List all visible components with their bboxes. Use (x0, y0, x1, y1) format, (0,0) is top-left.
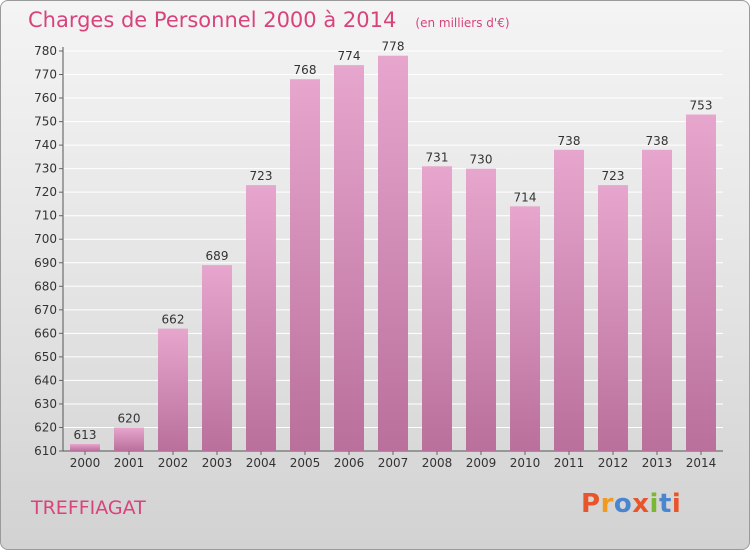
y-tick-label: 690 (34, 256, 57, 270)
x-tick-label: 2003 (202, 456, 233, 470)
x-tick-label: 2008 (422, 456, 453, 470)
y-tick-label: 610 (34, 444, 57, 458)
x-tick-label: 2009 (466, 456, 497, 470)
y-tick-label: 750 (34, 115, 57, 129)
y-tick-label: 780 (34, 44, 57, 58)
bar-2001 (114, 427, 144, 451)
bar-2004 (246, 185, 276, 451)
bar-2006 (334, 65, 364, 451)
y-tick-label: 650 (34, 350, 57, 364)
x-tick-label: 2002 (158, 456, 189, 470)
bar-2008 (422, 166, 452, 451)
value-label-2002: 662 (162, 313, 185, 327)
y-tick-label: 740 (34, 138, 57, 152)
bar-2009 (466, 168, 496, 451)
x-tick-label: 2010 (510, 456, 541, 470)
place-name: TREFFIAGAT (31, 497, 146, 519)
x-tick-label: 2007 (378, 456, 409, 470)
y-tick-label: 680 (34, 279, 57, 293)
x-tick-label: 2005 (290, 456, 321, 470)
value-label-2001: 620 (118, 411, 141, 425)
x-tick-label: 2006 (334, 456, 365, 470)
bar-2013 (642, 149, 672, 451)
value-label-2014: 753 (690, 99, 713, 113)
bar-2011 (554, 149, 584, 451)
x-tick-label: 2013 (642, 456, 673, 470)
value-label-2003: 689 (206, 249, 229, 263)
proxiti-logo: Proxiti (581, 489, 681, 519)
y-tick-label: 710 (34, 209, 57, 223)
chart-subtitle: (en milliers d'€) (415, 16, 510, 30)
y-tick-label: 730 (34, 162, 57, 176)
value-label-2012: 723 (602, 169, 625, 183)
logo-letter: o (613, 489, 633, 519)
bar-2003 (202, 265, 232, 451)
x-tick-label: 2000 (70, 456, 101, 470)
value-label-2004: 723 (250, 169, 273, 183)
bar-2014 (686, 114, 716, 451)
bar-layer (70, 55, 716, 452)
value-label-2011: 738 (558, 134, 581, 148)
value-label-2008: 731 (426, 150, 449, 164)
y-tick-label: 760 (34, 91, 57, 105)
x-tick-label: 2014 (686, 456, 717, 470)
value-label-2007: 778 (382, 40, 405, 54)
chart-title: Charges de Personnel 2000 à 2014 (28, 8, 397, 32)
bar-2012 (598, 185, 628, 451)
y-tick-label: 770 (34, 68, 57, 82)
bar-2005 (290, 79, 320, 451)
bar-2010 (510, 206, 540, 451)
label-layer: 613 620 662 689 723 768 774 778 731 730 714 738 723 7… (74, 40, 713, 442)
bar-2007 (378, 55, 408, 452)
logo-letter: t (658, 489, 672, 519)
y-tick-label: 700 (34, 232, 57, 246)
logo-letter: P (581, 489, 601, 519)
y-tick-label: 640 (34, 373, 57, 387)
title-row: Charges de Personnel 2000 à 2014 (en mil… (28, 8, 510, 32)
x-tick-label: 2004 (246, 456, 277, 470)
y-tick-label: 620 (34, 420, 57, 434)
x-tick-label: 2012 (598, 456, 629, 470)
bar-2000 (70, 443, 100, 451)
value-label-2013: 738 (646, 134, 669, 148)
x-tick-label: 2001 (114, 456, 145, 470)
value-label-2005: 768 (294, 63, 317, 77)
bar-2002 (158, 328, 188, 451)
value-label-2009: 730 (470, 153, 493, 167)
value-label-2010: 714 (514, 190, 537, 204)
value-label-2006: 774 (338, 49, 361, 63)
logo-letter: x (632, 489, 650, 519)
y-tick-label: 720 (34, 185, 57, 199)
y-tick-label: 630 (34, 397, 57, 411)
x-tick-label: 2011 (554, 456, 585, 470)
logo-letter: r (600, 489, 614, 519)
y-tick-label: 670 (34, 303, 57, 317)
logo-letter: i (649, 489, 659, 519)
y-tick-label: 660 (34, 326, 57, 340)
value-label-2000: 613 (74, 428, 97, 442)
logo-letter: i (671, 489, 682, 519)
